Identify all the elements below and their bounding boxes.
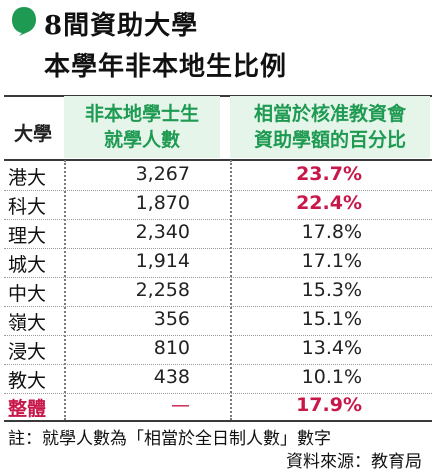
title-line-1: 8間資助大學 <box>44 11 199 41</box>
table-row-total: 整體 — 17.9% <box>4 392 432 421</box>
row-divider <box>4 219 432 220</box>
row-divider <box>4 277 432 278</box>
percentage-value: 17.9% <box>296 394 362 416</box>
student-count: — <box>171 394 190 416</box>
university-name: 城大 <box>8 254 47 276</box>
university-name: 整體 <box>8 398 47 420</box>
university-name: 嶺大 <box>8 312 47 334</box>
table-row: 嶺大 356 15.1% <box>4 306 432 335</box>
table-row: 理大 2,340 17.8% <box>4 219 432 248</box>
student-count: 1,914 <box>135 250 190 272</box>
header-pct-line2: 資助學額的百分比 <box>253 129 406 151</box>
header-pct-line1: 相當於核准教資會 <box>253 103 406 125</box>
percentage-value: 10.1% <box>301 366 362 388</box>
student-count: 2,258 <box>135 279 190 301</box>
source-credit: 資料來源：教育局 <box>286 452 422 470</box>
percentage-value: 15.3% <box>301 279 362 301</box>
table-row: 港大 3,267 23.7% <box>4 161 432 190</box>
student-count: 3,267 <box>135 163 190 185</box>
table-row: 浸大 810 13.4% <box>4 335 432 364</box>
row-divider <box>4 306 432 307</box>
row-divider <box>4 364 432 365</box>
percentage-value: 13.4% <box>301 337 362 359</box>
header-percentage: 相當於核准教資會 資助學額的百分比 <box>230 96 430 158</box>
student-count: 1,870 <box>135 192 190 214</box>
title-line-2: 本學年非本地生比例 <box>44 52 288 82</box>
header-bottom-rule <box>4 159 432 161</box>
percentage-value: 17.8% <box>301 221 362 243</box>
table-row: 科大 1,870 22.4% <box>4 190 432 219</box>
column-separator-1 <box>64 160 66 420</box>
student-count: 438 <box>153 366 190 388</box>
university-name: 科大 <box>8 196 47 218</box>
university-name: 教大 <box>8 370 47 392</box>
table-row: 中大 2,258 15.3% <box>4 277 432 306</box>
row-divider <box>4 335 432 336</box>
student-count: 356 <box>153 308 190 330</box>
table-row: 教大 438 10.1% <box>4 364 432 393</box>
table-bottom-rule <box>4 420 432 422</box>
title-block: 8間資助大學 本學年非本地生比例 <box>0 0 438 92</box>
row-divider <box>4 248 432 249</box>
university-name: 港大 <box>8 167 47 189</box>
row-divider <box>4 190 432 191</box>
column-separator-2 <box>230 160 232 420</box>
header-student-count: 非本地學士生 就學人數 <box>64 96 220 158</box>
table-row: 城大 1,914 17.1% <box>4 248 432 277</box>
percentage-value: 17.1% <box>301 250 362 272</box>
speech-bubble-icon <box>12 7 36 36</box>
header-count-line2: 就學人數 <box>103 129 180 151</box>
university-name: 浸大 <box>8 341 47 363</box>
percentage-value: 22.4% <box>296 192 362 214</box>
university-name: 理大 <box>8 225 47 247</box>
footnote: 註：就學人數為「相當於全日制人數」數字 <box>8 429 331 449</box>
percentage-value: 23.7% <box>296 163 362 185</box>
header-university: 大學 <box>13 122 52 145</box>
percentage-value: 15.1% <box>301 308 362 330</box>
student-count: 810 <box>153 337 190 359</box>
student-count: 2,340 <box>135 221 190 243</box>
university-name: 中大 <box>8 283 47 305</box>
header-count-line1: 非本地學士生 <box>84 103 199 125</box>
row-divider <box>4 393 432 394</box>
